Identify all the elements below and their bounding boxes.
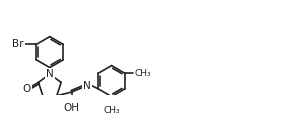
Text: Br: Br — [13, 39, 24, 49]
Text: O: O — [23, 84, 31, 94]
Text: OH: OH — [64, 103, 80, 113]
Text: N: N — [46, 69, 54, 79]
Text: CH₃: CH₃ — [135, 69, 151, 78]
Text: N: N — [83, 81, 91, 90]
Text: CH₃: CH₃ — [103, 106, 120, 115]
